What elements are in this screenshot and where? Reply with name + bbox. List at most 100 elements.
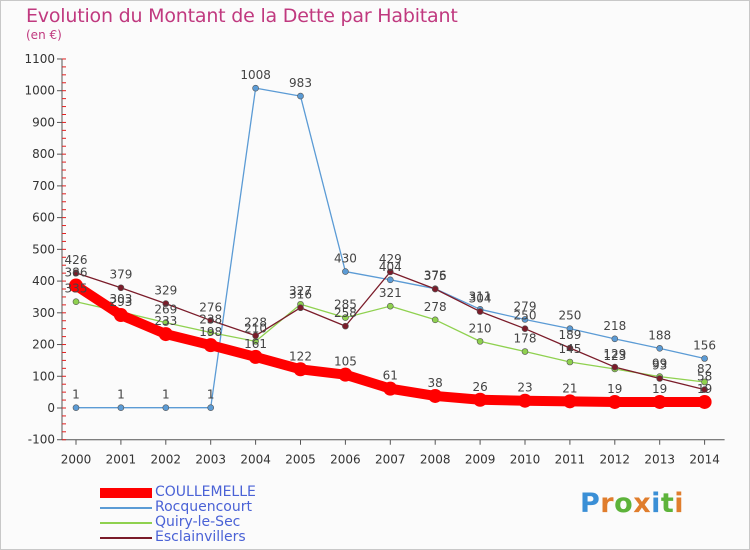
y-tick-label: 800 xyxy=(32,147,55,161)
data-point xyxy=(342,268,349,275)
data-point xyxy=(72,404,80,411)
data-point xyxy=(342,314,349,321)
data-label: 1 xyxy=(117,388,125,402)
data-label: 278 xyxy=(424,300,447,314)
data-point xyxy=(342,322,349,330)
data-label: 304 xyxy=(469,292,492,306)
data-label: 58 xyxy=(697,370,712,384)
data-point xyxy=(386,268,394,276)
data-point xyxy=(473,392,488,407)
data-label: 38 xyxy=(428,376,443,390)
legend-swatch xyxy=(100,506,152,509)
data-label: 105 xyxy=(334,355,357,369)
data-label: 376 xyxy=(424,269,447,283)
data-point xyxy=(293,362,308,377)
data-point xyxy=(162,319,170,326)
y-tick-label: 600 xyxy=(32,211,55,225)
data-label: 23 xyxy=(517,381,532,395)
data-label: 303 xyxy=(109,292,132,306)
unit-label: (en €) xyxy=(26,28,62,42)
data-point xyxy=(652,394,667,409)
legend-swatch xyxy=(100,487,152,498)
data-label: 145 xyxy=(558,342,581,356)
data-point xyxy=(69,278,83,293)
x-tick-label: 2003 xyxy=(195,453,226,467)
data-point xyxy=(656,375,664,382)
data-label: 238 xyxy=(199,312,222,326)
x-tick-label: 2009 xyxy=(465,453,496,467)
data-point xyxy=(383,381,398,396)
y-tick-label: 200 xyxy=(32,338,55,352)
data-label: 426 xyxy=(65,253,88,267)
data-point xyxy=(338,367,353,382)
x-tick-label: 2005 xyxy=(285,453,316,467)
x-tick-label: 2000 xyxy=(61,453,92,467)
data-label: 198 xyxy=(199,325,222,339)
data-point xyxy=(611,335,619,343)
data-label: 218 xyxy=(603,319,626,333)
data-label: 1 xyxy=(162,388,170,402)
data-label: 269 xyxy=(154,303,177,317)
logo-letter: i xyxy=(651,488,661,519)
data-point xyxy=(162,404,170,411)
x-tick-label: 2011 xyxy=(555,453,586,467)
data-label: 210 xyxy=(244,321,267,335)
data-label: 1 xyxy=(207,388,215,402)
logo-letter: P xyxy=(580,488,601,519)
x-tick-label: 2002 xyxy=(151,453,182,467)
y-tick-label: 500 xyxy=(32,242,55,256)
logo-letter: i xyxy=(674,488,685,519)
data-point xyxy=(117,404,125,411)
data-label: 188 xyxy=(648,328,671,342)
y-tick-label: 1100 xyxy=(24,52,55,66)
data-label: 19 xyxy=(652,382,667,396)
data-label: 19 xyxy=(607,382,622,396)
data-point xyxy=(428,388,443,403)
x-tick-label: 2007 xyxy=(375,453,406,467)
data-label: 386 xyxy=(65,266,88,280)
y-tick-label: 900 xyxy=(32,115,55,129)
data-label: 279 xyxy=(514,299,537,313)
y-tick-label: 300 xyxy=(32,306,55,320)
data-label: 82 xyxy=(697,362,712,376)
data-label: 311 xyxy=(469,289,492,303)
data-label: 210 xyxy=(469,321,492,335)
data-point xyxy=(203,338,218,353)
data-point xyxy=(431,285,439,293)
data-point xyxy=(566,344,574,352)
data-point xyxy=(697,394,712,409)
data-label: 285 xyxy=(334,298,357,312)
data-label: 122 xyxy=(289,349,312,363)
data-point xyxy=(566,325,574,332)
data-point xyxy=(701,386,708,393)
legend-item: COULLEMELLE xyxy=(100,485,256,500)
data-point xyxy=(701,355,708,362)
logo-letter: r xyxy=(600,488,615,519)
data-point xyxy=(386,276,394,284)
data-point xyxy=(158,327,173,342)
data-label: 178 xyxy=(514,332,537,346)
legend-label: COULLEMELLE xyxy=(155,484,256,500)
data-label: 430 xyxy=(334,252,357,266)
legend-label: Esclainvillers xyxy=(155,529,246,545)
data-point xyxy=(252,332,259,339)
data-point xyxy=(207,404,214,411)
x-tick-label: 2004 xyxy=(240,453,271,467)
data-point xyxy=(656,345,664,352)
data-point xyxy=(607,394,622,409)
data-label: 316 xyxy=(289,288,312,302)
y-tick-label: 0 xyxy=(47,401,55,415)
legend-item: Quiry-le-Sec xyxy=(100,515,256,530)
data-label: 156 xyxy=(693,339,716,353)
data-point xyxy=(297,92,304,100)
data-label: 379 xyxy=(109,268,132,282)
legend-swatch xyxy=(100,536,152,539)
legend-label: Rocquencourt xyxy=(155,499,252,515)
data-point xyxy=(521,348,529,355)
data-label: 99 xyxy=(652,357,667,371)
data-label: 329 xyxy=(154,284,177,298)
legend-item: Rocquencourt xyxy=(100,500,256,515)
data-point xyxy=(72,298,80,306)
data-point xyxy=(113,308,128,323)
logo-letter: o xyxy=(614,488,634,519)
